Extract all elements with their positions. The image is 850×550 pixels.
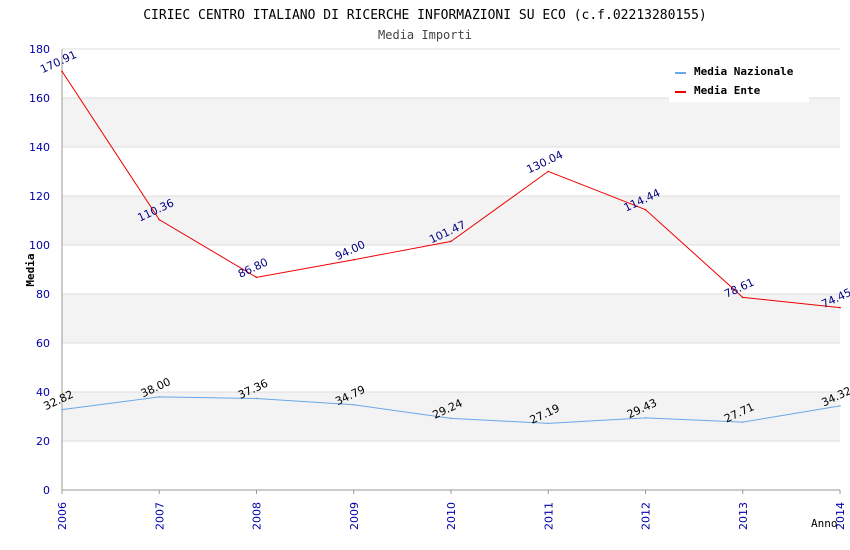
x-tick-label: 2010 [445, 502, 458, 530]
y-axis-title: Media [24, 253, 37, 286]
x-tick-label: 2014 [834, 502, 847, 530]
chart-subtitle: Media Importi [378, 28, 472, 42]
y-tick-label: 0 [43, 484, 50, 497]
x-tick-label: 2009 [348, 502, 361, 530]
data-point [158, 396, 161, 398]
chart-title: CIRIEC CENTRO ITALIANO DI RICERCHE INFOR… [143, 8, 707, 23]
data-point [547, 422, 550, 425]
data-point [644, 417, 647, 419]
y-tick-label: 80 [36, 288, 50, 301]
y-tick-label: 100 [29, 239, 50, 252]
y-tick-label: 40 [36, 386, 50, 399]
data-point [255, 397, 258, 400]
data-point [839, 405, 841, 407]
data-point [352, 403, 355, 406]
data-label: 130.04 [525, 148, 565, 176]
y-tick-label: 120 [29, 190, 50, 203]
legend: Media Nazionale Media Ente [669, 60, 809, 102]
axes: 0 20 40 60 80 100 120 140 160 180 2006 2007 2008 2009… [29, 43, 847, 530]
data-point [839, 306, 841, 309]
data-point [61, 408, 63, 411]
y-tick-label: 160 [29, 92, 50, 105]
series-lines [61, 70, 841, 425]
data-point [61, 70, 63, 73]
grid-band [62, 392, 840, 441]
y-tick-label: 20 [36, 435, 50, 448]
data-point [644, 208, 647, 211]
legend-label: Media Nazionale [694, 65, 794, 78]
data-point [450, 240, 452, 243]
grid-band [62, 196, 840, 245]
y-tick-label: 180 [29, 43, 50, 56]
data-point [450, 417, 452, 420]
x-axis-title: Anno [811, 517, 838, 530]
data-point [741, 296, 744, 299]
plot-grid [62, 48, 840, 491]
data-point [158, 218, 161, 221]
data-point [547, 170, 550, 173]
data-point [352, 258, 355, 261]
x-tick-label: 2013 [737, 502, 750, 530]
legend-label: Media Ente [694, 84, 761, 97]
x-tick-label: 2007 [153, 502, 166, 530]
data-point [741, 421, 744, 423]
data-label: 86.80 [236, 256, 270, 281]
y-tick-label: 140 [29, 141, 50, 154]
grid-band [62, 98, 840, 147]
y-tick-label: 60 [36, 337, 50, 350]
legend-box [669, 60, 809, 102]
x-tick-label: 2012 [640, 502, 653, 530]
data-point [255, 276, 258, 279]
x-tick-label: 2011 [542, 502, 555, 530]
x-tick-label: 2008 [251, 502, 264, 530]
x-tick-label: 2006 [56, 502, 69, 530]
grid-band [62, 294, 840, 343]
